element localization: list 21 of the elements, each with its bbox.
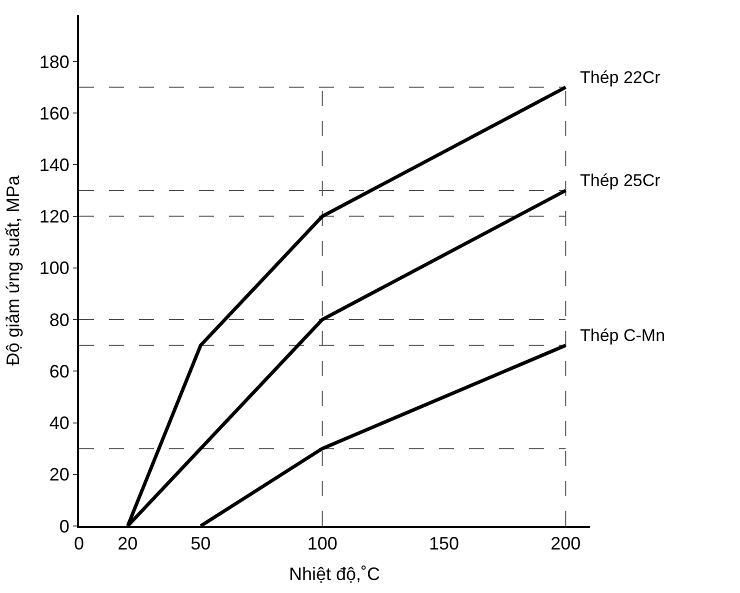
x-tick-label: 200 xyxy=(550,534,581,554)
series-label: Thép 25Cr xyxy=(580,171,661,190)
x-tick-label: 50 xyxy=(190,534,211,554)
y-axis-title: Độ giảm ứng suất, MPa xyxy=(3,174,24,366)
y-tick-label: 20 xyxy=(49,464,70,485)
x-axis-title: Nhiệt độ,˚C xyxy=(288,564,380,584)
x-tick-label: 0 xyxy=(74,534,84,554)
y-tick-label: 180 xyxy=(39,52,70,72)
y-tick-label: 100 xyxy=(39,258,70,278)
y-tick-label: 120 xyxy=(39,206,70,227)
y-tick-label: 60 xyxy=(49,361,70,382)
series-label: Thép C-Mn xyxy=(580,326,666,345)
y-tick-label: 160 xyxy=(39,103,70,124)
y-tick-label: 40 xyxy=(49,413,70,434)
series-label: Thép 22Cr xyxy=(580,68,661,87)
y-tick-label: 140 xyxy=(39,154,70,175)
x-tick-label: 100 xyxy=(307,534,338,554)
x-tick-label: 20 xyxy=(118,534,138,554)
y-tick-label: 80 xyxy=(49,310,70,330)
y-tick-label: 0 xyxy=(59,516,70,536)
x-tick-label: 150 xyxy=(428,534,460,554)
